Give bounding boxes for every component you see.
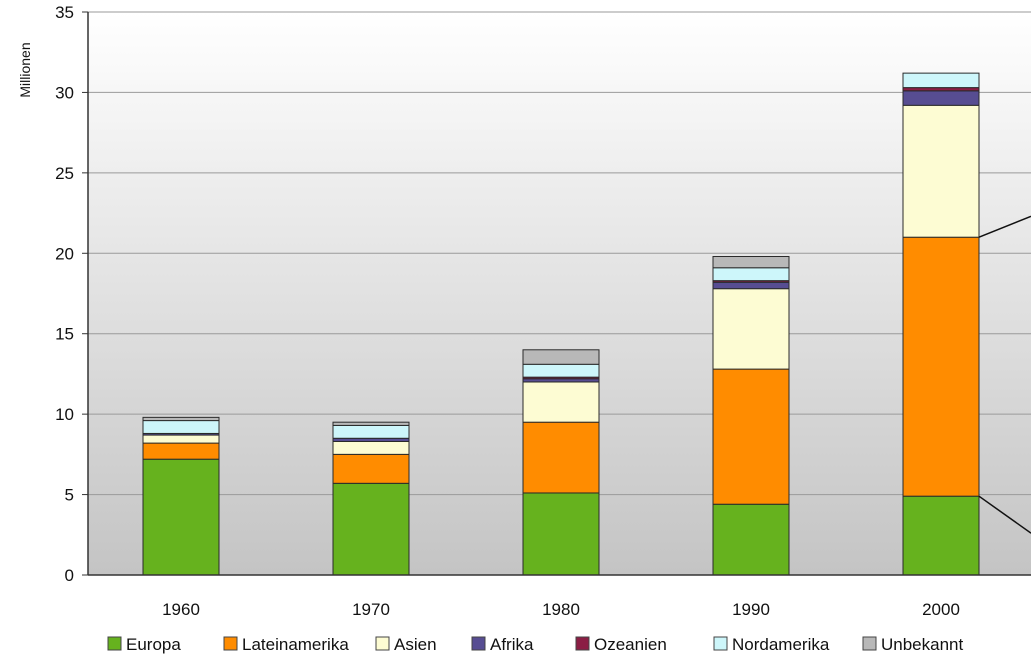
legend-label-europa: Europa (126, 635, 181, 654)
y-tick-label: 25 (55, 164, 74, 183)
legend-label-ozeanien: Ozeanien (594, 635, 667, 654)
bar-segment-unbekannt-1970 (333, 422, 409, 425)
bar-segment-nordamerika-1980 (523, 364, 599, 377)
bar-segment-afrika-2000 (903, 91, 979, 105)
legend-swatch-unbekannt (863, 637, 876, 650)
legend-swatch-asien (376, 637, 389, 650)
legend-label-asien: Asien (394, 635, 437, 654)
legend-swatch-ozeanien (576, 637, 589, 650)
legend-label-unbekannt: Unbekannt (881, 635, 964, 654)
y-tick-label: 20 (55, 244, 74, 263)
bar-segment-nordamerika-1990 (713, 268, 789, 281)
bar-segment-europa-2000 (903, 496, 979, 575)
bar-segment-afrika-1990 (713, 282, 789, 288)
legend-label-nordamerika: Nordamerika (732, 635, 830, 654)
bar-segment-lateinamerika-1960 (143, 443, 219, 459)
legend-label-lateinamerika: Lateinamerika (242, 635, 349, 654)
bar-segment-europa-1970 (333, 483, 409, 575)
x-tick-label: 1960 (162, 600, 200, 619)
bar-segment-unbekannt-1960 (143, 417, 219, 420)
legend-swatch-lateinamerika (224, 637, 237, 650)
bar-segment-lateinamerika-1970 (333, 454, 409, 483)
legend: Europa Lateinamerika Asien Afrika Ozeanien No… (108, 635, 964, 654)
bar-segment-asien-1990 (713, 289, 789, 369)
legend-swatch-europa (108, 637, 121, 650)
y-tick-label: 10 (55, 405, 74, 424)
x-tick-label: 1970 (352, 600, 390, 619)
y-tick-label: 0 (65, 566, 74, 585)
bar-segment-lateinamerika-2000 (903, 237, 979, 496)
y-tick-label: 15 (55, 325, 74, 344)
bar-segment-europa-1990 (713, 504, 789, 575)
bar-segment-asien-1960 (143, 435, 219, 443)
bar-segment-europa-1980 (523, 493, 599, 575)
bar-segment-lateinamerika-1990 (713, 369, 789, 504)
x-tick-label: 1980 (542, 600, 580, 619)
x-tick-label: 2000 (922, 600, 960, 619)
bar-segment-europa-1960 (143, 459, 219, 575)
bar-segment-lateinamerika-1980 (523, 422, 599, 493)
bar-segment-nordamerika-1970 (333, 425, 409, 438)
legend-swatch-afrika (472, 637, 485, 650)
bar-segment-asien-1980 (523, 382, 599, 422)
legend-label-afrika: Afrika (490, 635, 534, 654)
bar-segment-asien-1970 (333, 441, 409, 454)
bar-segment-asien-2000 (903, 105, 979, 237)
legend-swatch-nordamerika (714, 637, 727, 650)
bar-segment-unbekannt-1980 (523, 350, 599, 364)
bar-segment-nordamerika-1960 (143, 421, 219, 434)
bar-segment-unbekannt-1990 (713, 257, 789, 268)
y-tick-label: 5 (65, 486, 74, 505)
y-tick-label: 30 (55, 83, 74, 102)
x-tick-label: 1990 (732, 600, 770, 619)
bar-segment-nordamerika-2000 (903, 73, 979, 87)
y-axis-label: Millionen (17, 42, 33, 97)
y-tick-label: 35 (55, 3, 74, 22)
